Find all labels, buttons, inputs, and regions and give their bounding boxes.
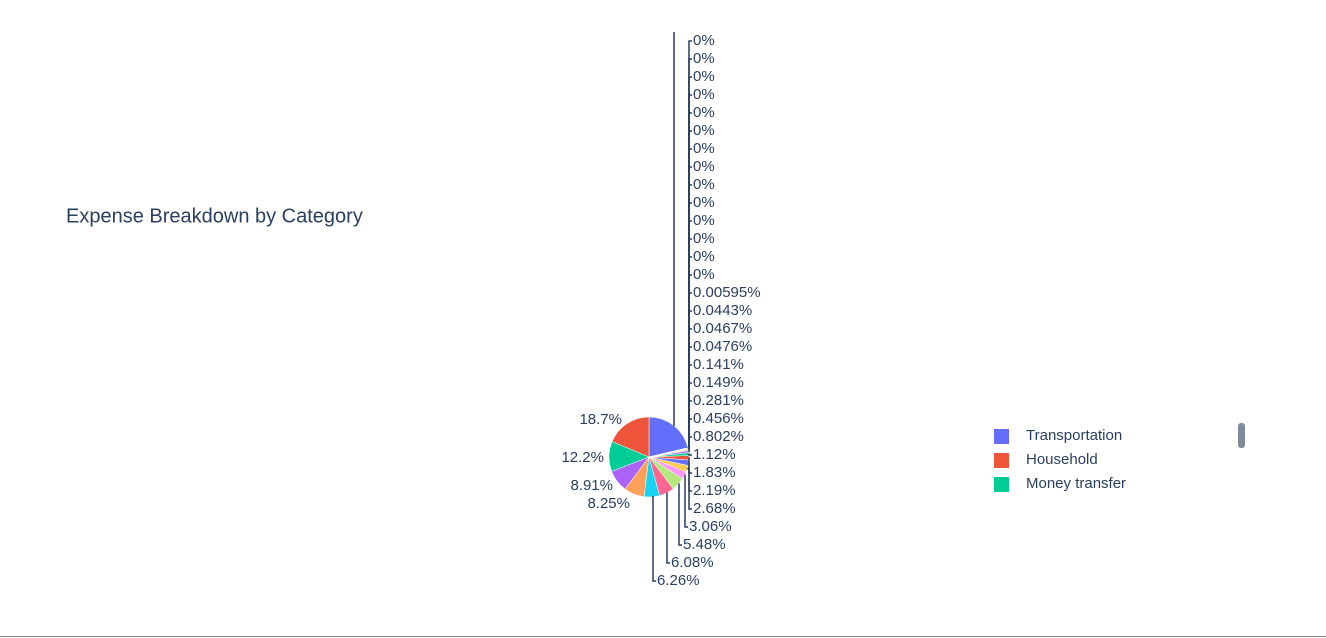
slice-label: 0% xyxy=(693,230,715,247)
slice-label: 3.06% xyxy=(689,518,732,535)
chart-title: Expense Breakdown by Category xyxy=(66,205,363,227)
slice-label: 0% xyxy=(693,158,715,175)
leader-line xyxy=(651,496,656,582)
slice-label: 0.149% xyxy=(693,374,744,391)
slice-label: 0.456% xyxy=(693,410,744,427)
slice-label: 5.48% xyxy=(683,536,726,553)
legend-swatch xyxy=(994,477,1009,492)
slice-label: 6.08% xyxy=(671,554,714,571)
slice-label: 0.281% xyxy=(693,392,744,409)
slice-label: 1.12% xyxy=(693,446,736,463)
slice-label: 0.00595% xyxy=(693,284,761,301)
slice-label: 2.68% xyxy=(693,500,736,517)
leader-line xyxy=(688,457,692,474)
slice-label: 0% xyxy=(693,104,715,121)
slice-label: 0% xyxy=(693,176,715,193)
slice-label: 0% xyxy=(693,212,715,229)
slice-label: 0% xyxy=(693,266,715,283)
slice-label: 12.2% xyxy=(561,449,604,466)
slice-label: 8.25% xyxy=(587,495,630,512)
slice-label: 0.0476% xyxy=(693,338,752,355)
leader-line xyxy=(678,483,682,546)
slice-label: 0% xyxy=(693,194,715,211)
slice-label: 0% xyxy=(693,122,715,139)
slice-label: 0% xyxy=(693,248,715,265)
legend-label[interactable]: Money transfer xyxy=(1026,475,1126,492)
slice-label: 0% xyxy=(693,140,715,157)
legend-label[interactable]: Household xyxy=(1026,451,1098,468)
slice-label: 8.91% xyxy=(570,477,613,494)
slice-label: 0% xyxy=(693,32,715,49)
slice-label: 0% xyxy=(693,86,715,103)
slice-label: 18.7% xyxy=(579,411,622,428)
slice-label: 6.26% xyxy=(657,572,700,589)
legend-label[interactable]: Transportation xyxy=(1026,427,1122,444)
slice-label: 0.0467% xyxy=(693,320,752,337)
slice-label: 0% xyxy=(693,68,715,85)
leader-line xyxy=(666,492,670,564)
slice-label: 2.19% xyxy=(693,482,736,499)
slice-label: 0.802% xyxy=(693,428,744,445)
pie-slice xyxy=(611,416,650,458)
legend-scrollbar[interactable] xyxy=(1238,423,1245,448)
slice-label: 0.0443% xyxy=(693,302,752,319)
slice-label: 0% xyxy=(693,50,715,67)
pie-slice xyxy=(648,416,689,458)
legend-swatch xyxy=(994,429,1009,444)
slice-label: 0.141% xyxy=(693,356,744,373)
slice-label: 1.83% xyxy=(693,464,736,481)
leader-line xyxy=(684,474,688,528)
leader-line xyxy=(688,453,692,456)
legend-swatch xyxy=(994,453,1009,468)
leader-line xyxy=(687,40,692,449)
